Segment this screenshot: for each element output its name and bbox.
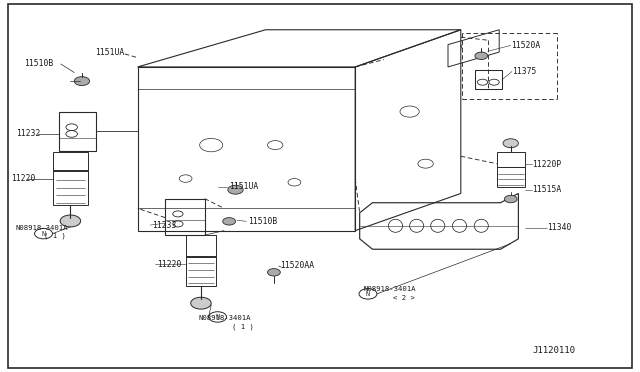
Text: 11233: 11233: [152, 221, 177, 230]
Circle shape: [504, 195, 517, 203]
Text: 11220: 11220: [12, 174, 36, 183]
Text: N: N: [366, 291, 370, 297]
Circle shape: [268, 269, 280, 276]
Bar: [497, 167, 525, 187]
Bar: [186, 256, 216, 286]
Text: < 2 >: < 2 >: [393, 295, 415, 301]
Text: 11232: 11232: [16, 129, 40, 138]
Text: N08918-3401A: N08918-3401A: [16, 225, 68, 231]
Bar: [186, 235, 216, 257]
Circle shape: [475, 52, 488, 60]
Text: 11375: 11375: [512, 67, 536, 76]
Circle shape: [191, 297, 211, 309]
Text: 11510B: 11510B: [248, 217, 278, 226]
Bar: [53, 170, 88, 205]
Text: J1120110: J1120110: [532, 346, 575, 355]
Text: 1151UA: 1151UA: [229, 182, 259, 191]
Circle shape: [223, 218, 236, 225]
Text: ( 1 ): ( 1 ): [44, 233, 65, 240]
Text: N08918-3401A: N08918-3401A: [198, 315, 251, 321]
Text: N: N: [42, 231, 45, 237]
Text: 11515A: 11515A: [532, 185, 562, 194]
Text: 11340: 11340: [547, 223, 572, 232]
Text: N08918-3401A: N08918-3401A: [364, 286, 416, 292]
Text: 11220: 11220: [157, 260, 181, 269]
Bar: [53, 152, 88, 171]
Text: 11510B: 11510B: [24, 60, 54, 68]
Text: N: N: [216, 314, 220, 320]
Circle shape: [503, 139, 518, 148]
Text: 11520A: 11520A: [511, 41, 540, 50]
Bar: [475, 70, 502, 89]
Circle shape: [74, 77, 90, 86]
Text: 11220P: 11220P: [532, 160, 562, 169]
Text: ( 1 ): ( 1 ): [232, 323, 254, 330]
Text: 1151UA: 1151UA: [95, 48, 124, 57]
Circle shape: [228, 185, 243, 194]
Bar: [165, 199, 205, 235]
Bar: [497, 152, 525, 167]
Bar: [59, 112, 96, 151]
Circle shape: [60, 215, 81, 227]
Text: 11520AA: 11520AA: [280, 262, 314, 270]
